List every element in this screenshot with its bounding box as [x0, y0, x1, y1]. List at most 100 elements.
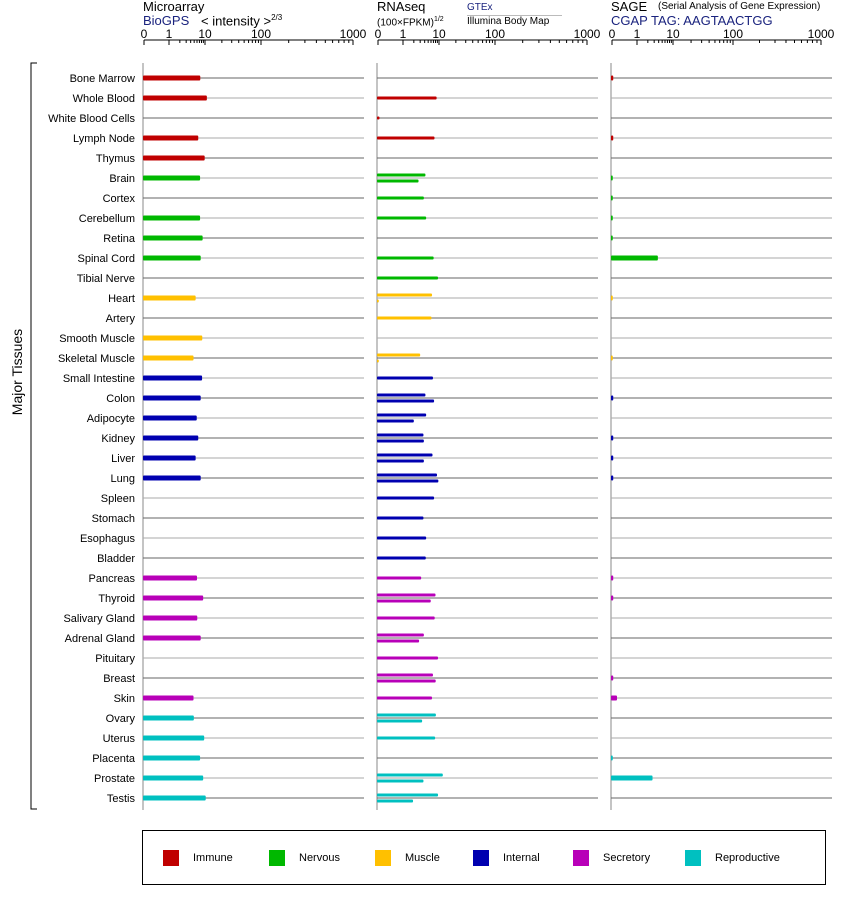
microarray-bar — [143, 295, 196, 301]
tissue-label: Spleen — [101, 493, 135, 505]
tissue-label: Prostate — [94, 773, 135, 785]
gtex-bar — [377, 393, 426, 397]
microarray-bar — [143, 175, 201, 181]
gtex-bar — [377, 793, 439, 797]
tissue-label: Breast — [103, 673, 135, 685]
sage-tag: CGAP TAG: AAGTAACTGG — [611, 13, 773, 28]
microarray-bar — [143, 715, 194, 721]
microarray-bar — [143, 335, 203, 341]
illumina-bar — [377, 459, 424, 463]
gtex-bar — [377, 696, 433, 700]
gtex-bar — [377, 196, 424, 200]
microarray-bar — [143, 215, 201, 221]
tissue-label: Esophagus — [80, 533, 136, 545]
gtex-bar — [377, 633, 424, 637]
legend: Immune Nervous Muscle Internal Secretory… — [142, 830, 826, 885]
rnaseq-unit: (100×FPKM)1/2 — [377, 16, 444, 29]
sage-tick-label: 100 — [723, 27, 743, 41]
microarray-bar — [143, 615, 198, 621]
legend-swatch — [685, 850, 701, 866]
tissue-label: Small Intestine — [63, 373, 135, 385]
sage-bar — [611, 755, 613, 761]
sage-bar — [611, 575, 614, 581]
gtex-bar — [377, 453, 433, 457]
tissue-label: Uterus — [103, 733, 136, 745]
legend-swatch — [473, 850, 489, 866]
tissue-label: Placenta — [92, 753, 136, 765]
gtex-bar — [377, 353, 421, 357]
rnaseq-tick-label: 100 — [485, 27, 505, 41]
gtex-bar — [377, 216, 427, 220]
tissue-label: Artery — [106, 313, 136, 325]
microarray-exponent: 2/3 — [271, 13, 283, 22]
rnaseq-tick-label: 10 — [432, 27, 446, 41]
tissue-label: Heart — [108, 293, 135, 305]
gtex-source: GTEx — [467, 2, 493, 13]
tissue-label: Adipocyte — [87, 413, 135, 425]
gtex-bar — [377, 136, 435, 140]
microarray-bar — [143, 775, 204, 781]
microarray-bar — [143, 435, 199, 441]
microarray-bar — [143, 355, 194, 361]
microarray-bar — [143, 595, 204, 601]
sage-bar — [611, 595, 614, 601]
source-divider — [467, 15, 562, 16]
microarray-bar — [143, 635, 201, 641]
illumina-bar — [377, 639, 420, 643]
illumina-bar — [377, 799, 414, 803]
sage-bar — [611, 695, 617, 701]
microarray-bar — [143, 95, 207, 101]
tissue-label: Stomach — [92, 513, 135, 525]
tissue-label: Smooth Muscle — [59, 333, 135, 345]
tissue-label: Bone Marrow — [70, 73, 135, 85]
illumina-bar — [377, 419, 414, 423]
gtex-bar — [377, 616, 435, 620]
sage-bar — [611, 75, 614, 81]
gtex-bar — [377, 496, 435, 500]
gtex-bar — [377, 536, 427, 540]
legend-label: Muscle — [405, 852, 440, 864]
rnaseq-tick-label: 1000 — [574, 27, 601, 41]
tissue-label: Whole Blood — [73, 93, 135, 105]
illumina-bar — [377, 779, 424, 783]
sage-bar — [611, 235, 613, 241]
illumina-bar — [377, 299, 379, 303]
tissue-label: Thyroid — [98, 593, 135, 605]
tissue-label: Salivary Gland — [63, 613, 135, 625]
microarray-bar — [143, 415, 197, 421]
microarray-tick-label: 100 — [251, 27, 271, 41]
tissue-label: Cortex — [103, 193, 136, 205]
gtex-bar — [377, 316, 432, 320]
sage-bar — [611, 135, 614, 141]
microarray-bar — [143, 575, 198, 581]
tissue-label: Testis — [107, 793, 136, 805]
microarray-unit: < intensity >2/3 — [201, 13, 283, 29]
gtex-bar — [377, 413, 427, 417]
sage-tick-label: 10 — [666, 27, 680, 41]
rnaseq-exponent: 1/2 — [433, 16, 444, 23]
tissue-label: Colon — [106, 393, 135, 405]
sage-tick-label: 0 — [609, 27, 616, 41]
sage-bar — [611, 295, 613, 301]
gtex-bar — [377, 256, 434, 260]
gtex-bar — [377, 516, 424, 520]
rnaseq-tick-label: 0 — [375, 27, 382, 41]
gtex-bar — [377, 433, 424, 437]
microarray-tick-label: 0 — [141, 27, 148, 41]
sage-tick-label: 1000 — [808, 27, 835, 41]
microarray-bar — [143, 475, 201, 481]
gtex-bar — [377, 773, 443, 777]
sage-bar — [611, 455, 614, 461]
gtex-bar — [377, 556, 426, 560]
gtex-bar — [377, 473, 438, 477]
tissue-label: Skeletal Muscle — [58, 353, 135, 365]
tissue-label: Pituitary — [95, 653, 135, 665]
microarray-tick-label: 10 — [198, 27, 212, 41]
gtex-bar — [377, 376, 433, 380]
legend-label: Immune — [193, 852, 233, 864]
tissue-label: Cerebellum — [79, 213, 135, 225]
gtex-bar — [377, 576, 422, 580]
sage-bar — [611, 355, 613, 361]
gtex-bar — [377, 116, 380, 120]
sage-bar — [611, 215, 613, 221]
